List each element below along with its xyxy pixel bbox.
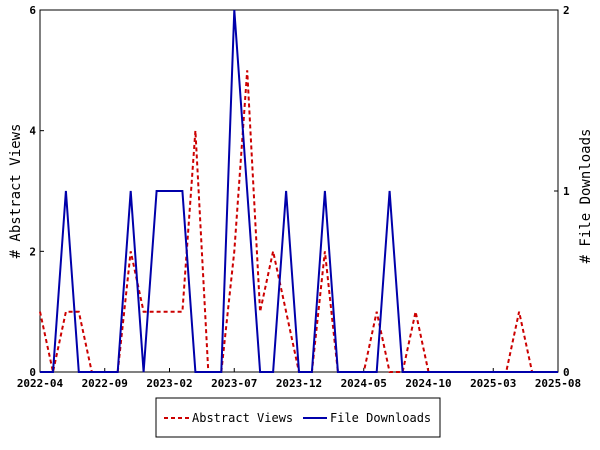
left-tick-label: 6 — [29, 4, 36, 17]
x-tick-label: 2025-03 — [470, 377, 516, 390]
series-lines — [39, 9, 558, 373]
plot-area — [39, 9, 559, 373]
legend: Abstract Views File Downloads — [155, 397, 441, 438]
x-tick-label: 2024-10 — [405, 377, 451, 390]
legend-label-file-downloads: File Downloads — [330, 411, 431, 425]
right-tick-label: 2 — [563, 4, 570, 17]
x-tick-label: 2023-07 — [211, 377, 257, 390]
series-line-file-downloads — [40, 9, 558, 373]
x-axis-ticks: 2022-04 2022-09 2023-02 2023-07 2023-12 2024-… — [17, 368, 581, 390]
left-tick-label: 4 — [29, 125, 36, 138]
legend-box — [155, 397, 441, 438]
y-axis-title-left: # Abstract Views — [8, 124, 24, 259]
y-axis-title-right: # File Downloads — [578, 129, 594, 264]
x-tick-label: 2025-08 — [535, 377, 581, 390]
x-tick-label: 2022-04 — [17, 377, 64, 390]
x-tick-label: 2023-12 — [276, 377, 322, 390]
legend-label-abstract-views: Abstract Views — [192, 411, 293, 425]
x-tick-label: 2022-09 — [82, 377, 128, 390]
x-tick-label: 2024-05 — [341, 377, 387, 390]
x-tick-label: 2023-02 — [146, 377, 192, 390]
left-tick-label: 0 — [29, 366, 36, 379]
right-tick-label: 0 — [563, 366, 570, 379]
left-tick-label: 2 — [29, 245, 36, 258]
right-tick-label: 1 — [563, 185, 570, 198]
